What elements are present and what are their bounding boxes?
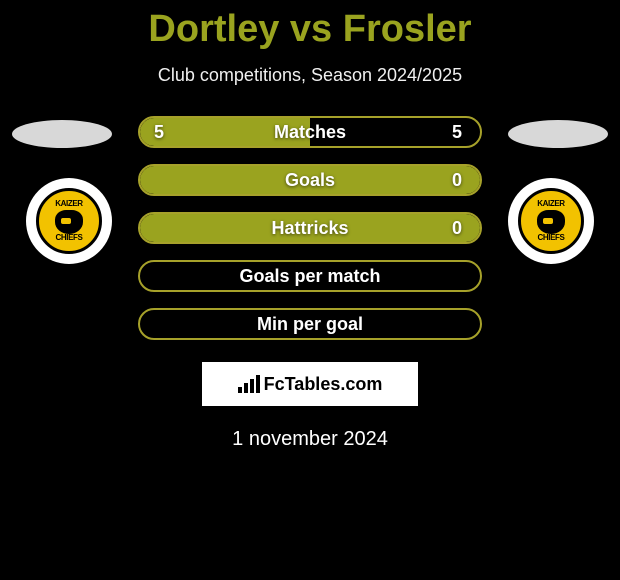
date-text: 1 november 2024 [0, 428, 620, 451]
stat-label: Hattricks [271, 218, 348, 239]
stat-right-value: 5 [452, 122, 466, 143]
fctables-logo: FcTables.com [238, 374, 383, 395]
left-player-oval [12, 120, 112, 148]
stat-label: Goals [285, 170, 335, 191]
badge-text-bottom: CHIEFS [538, 234, 565, 242]
stat-row-goals-per-match: Goals per match [138, 260, 482, 292]
badge-text-top: KAIZER [537, 200, 564, 208]
stat-row-matches: 5 Matches 5 [138, 116, 482, 148]
badge-text-top: KAIZER [55, 200, 82, 208]
bar-chart-icon [238, 375, 260, 393]
stat-left-value: 5 [154, 122, 168, 143]
badge-text-bottom: CHIEFS [56, 234, 83, 242]
stat-label: Goals per match [239, 266, 380, 287]
page-title: Dortley vs Frosler [0, 0, 620, 51]
stat-rows: 5 Matches 5 Goals 0 Hattricks 0 Goals pe… [138, 116, 482, 340]
stats-area: KAIZER CHIEFS KAIZER CHIEFS 5 Matches 5 … [0, 116, 620, 340]
right-player-oval [508, 120, 608, 148]
stat-row-goals: Goals 0 [138, 164, 482, 196]
kaizer-chiefs-icon: KAIZER CHIEFS [518, 188, 584, 254]
kaizer-chiefs-icon: KAIZER CHIEFS [36, 188, 102, 254]
right-club-badge: KAIZER CHIEFS [508, 178, 594, 264]
brand-box[interactable]: FcTables.com [202, 362, 418, 406]
stat-row-min-per-goal: Min per goal [138, 308, 482, 340]
stat-label: Matches [274, 122, 346, 143]
subtitle: Club competitions, Season 2024/2025 [0, 65, 620, 86]
left-club-badge: KAIZER CHIEFS [26, 178, 112, 264]
stat-label: Min per goal [257, 314, 363, 335]
stat-right-value: 0 [452, 218, 466, 239]
stat-right-value: 0 [452, 170, 466, 191]
brand-text: FcTables.com [264, 374, 383, 395]
stat-row-hattricks: Hattricks 0 [138, 212, 482, 244]
